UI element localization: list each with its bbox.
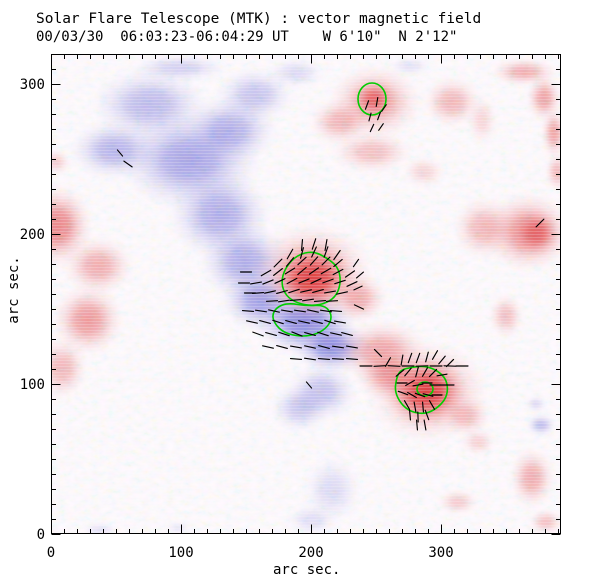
field-strength-contours xyxy=(272,82,449,415)
plot-subtitle: 00/03/30 06:03:23-06:04:29 UT W 6'10" N … xyxy=(36,29,458,45)
plot-title: Solar Flare Telescope (MTK) : vector mag… xyxy=(36,11,482,27)
y-tick-label: 300 xyxy=(20,77,45,93)
x-axis-label: arc sec. xyxy=(273,562,341,578)
y-tick-label: 200 xyxy=(20,227,45,243)
x-tick-label: 200 xyxy=(298,545,323,561)
y-tick-label: 0 xyxy=(37,527,45,543)
x-tick-label: 100 xyxy=(168,545,193,561)
x-tick-label: 300 xyxy=(428,545,453,561)
x-tick-label: 0 xyxy=(47,545,55,561)
noise-texture xyxy=(51,54,561,534)
axes-frame-and-ticks xyxy=(51,54,561,535)
y-tick-label: 100 xyxy=(20,377,45,393)
transverse-field-vectors xyxy=(116,96,545,431)
tick-labels: 0 100 200 300 0 100 200 300 xyxy=(20,77,454,561)
